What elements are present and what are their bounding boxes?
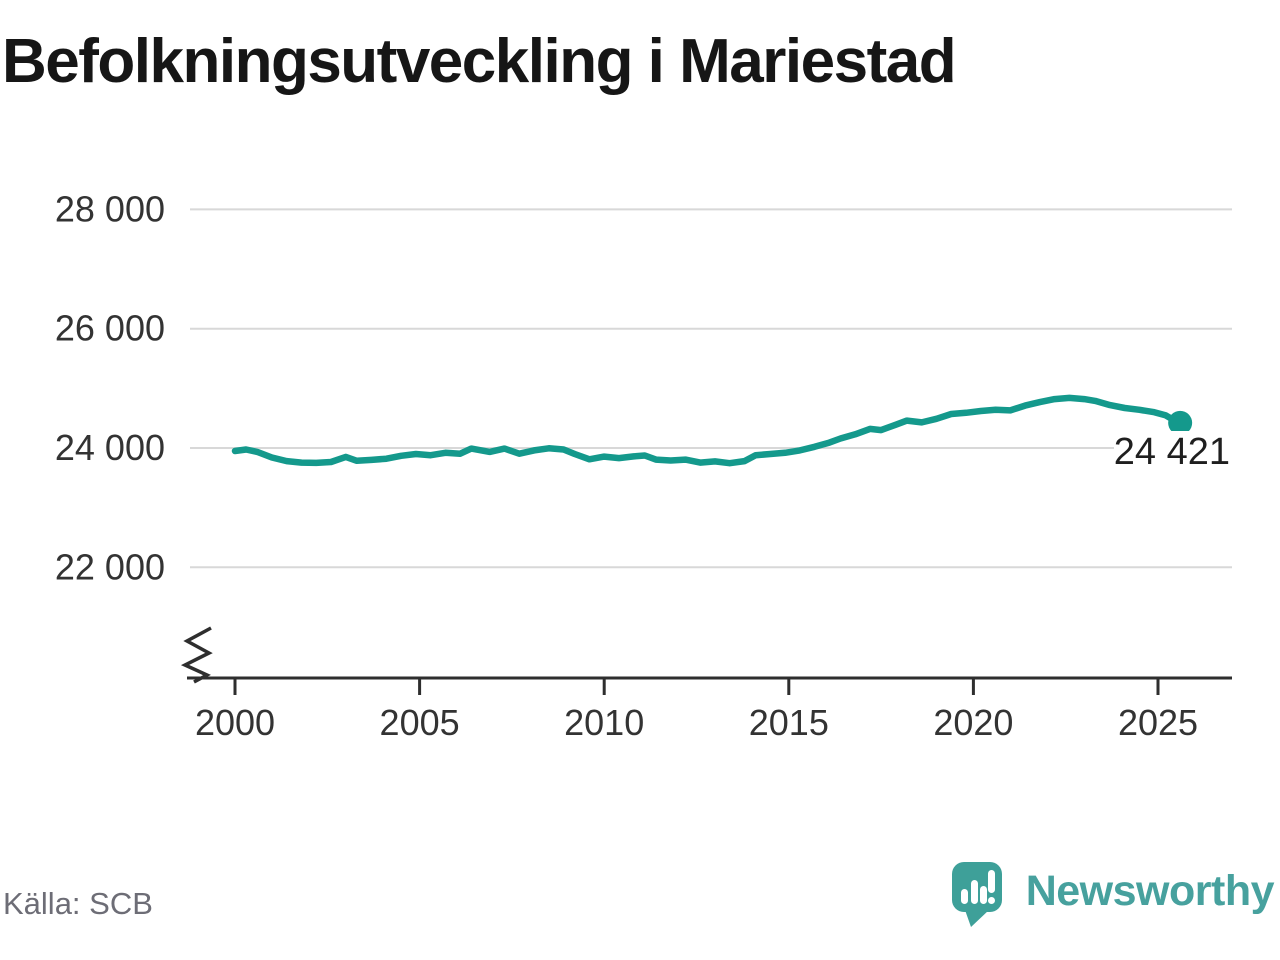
- newsworthy-wordmark: Newsworthy: [1025, 867, 1275, 915]
- y-tick-label: 22 000: [55, 546, 165, 587]
- newsworthy-logo: Newsworthy: [945, 858, 1275, 930]
- source-label: Källa: SCB: [3, 886, 153, 921]
- x-tick-label: 2020: [933, 702, 1013, 743]
- newsworthy-bubble-chart-icon: [951, 862, 1002, 927]
- x-tick-label: 2025: [1118, 702, 1198, 743]
- y-tick-label: 26 000: [55, 308, 165, 349]
- chart-title: Befolkningsutveckling i Mariestad: [2, 27, 957, 96]
- x-tick-label: 2010: [564, 702, 644, 743]
- x-tick-label: 2015: [749, 702, 829, 743]
- population-data-line: [231, 394, 1184, 467]
- end-label-mask: [1114, 431, 1236, 471]
- axis-break-icon: [180, 626, 213, 684]
- y-tick-label: 24 000: [55, 427, 165, 468]
- x-tick-label: 2005: [380, 702, 460, 743]
- y-tick-label: 28 000: [55, 188, 165, 229]
- x-tick-label: 2000: [195, 702, 275, 743]
- latest-value-dot: [1168, 410, 1193, 435]
- end-value-label: 24 421: [1114, 431, 1230, 473]
